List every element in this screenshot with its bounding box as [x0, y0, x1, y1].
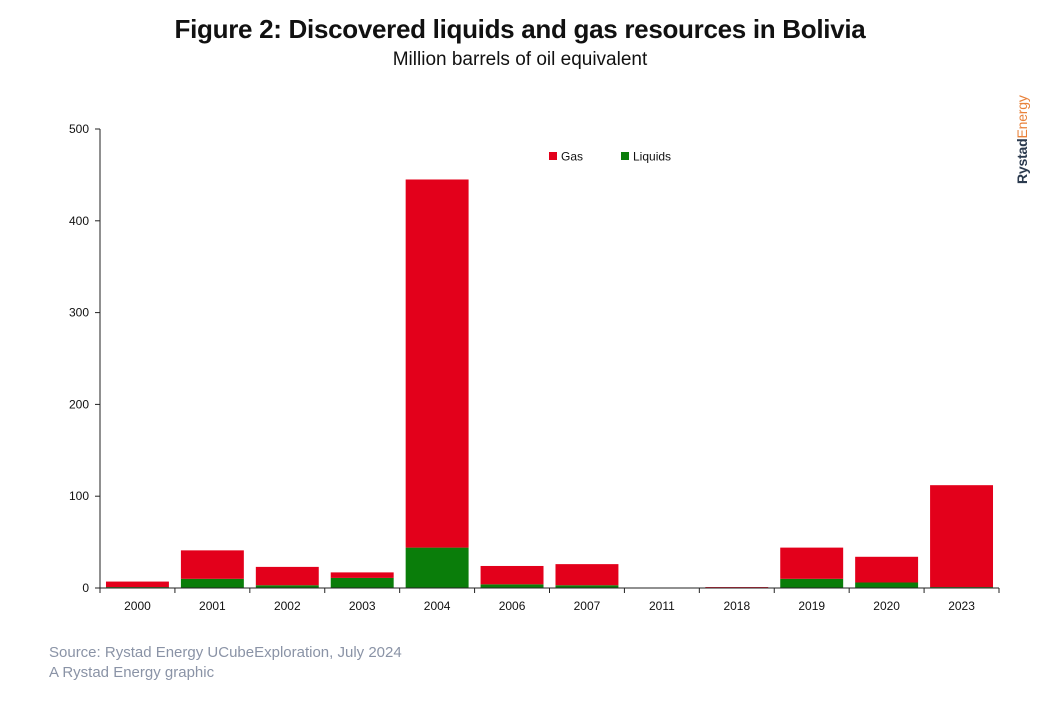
legend-swatch-gas	[549, 152, 557, 160]
x-tick-label-2004: 2004	[424, 599, 451, 613]
bar-liquids-2002	[255, 585, 319, 588]
bar-liquids-2007	[555, 585, 619, 588]
x-tick-label-2001: 2001	[199, 599, 226, 613]
x-tick-label-2006: 2006	[499, 599, 526, 613]
bar-gas-2000	[105, 581, 169, 588]
bar-gas-2023	[930, 485, 994, 588]
bar-gas-2004	[405, 179, 469, 548]
bar-liquids-2019	[780, 578, 844, 588]
bar-gas-2003	[330, 572, 394, 578]
x-tick-label-2018: 2018	[723, 599, 750, 613]
y-tick-label-200: 200	[69, 397, 89, 411]
x-tick-label-2007: 2007	[574, 599, 601, 613]
source-text: Source: Rystad Energy UCubeExploration, …	[49, 644, 402, 661]
x-tick-label-2011: 2011	[649, 599, 675, 613]
chart-subtitle: Million barrels of oil equivalent	[392, 49, 648, 70]
bar-gas-2001	[180, 550, 244, 579]
bar-liquids-2004	[405, 547, 469, 588]
y-tick-label-400: 400	[69, 214, 89, 228]
bar-gas-2006	[480, 565, 544, 585]
legend-label-gas: Gas	[561, 150, 583, 164]
x-tick-label-2023: 2023	[948, 599, 975, 613]
chart-title: Figure 2: Discovered liquids and gas res…	[174, 14, 866, 44]
y-tick-label-100: 100	[69, 489, 89, 503]
bar-gas-2002	[255, 566, 319, 586]
bar-liquids-2020	[855, 582, 919, 588]
x-tick-label-2003: 2003	[349, 599, 376, 613]
x-tick-label-2000: 2000	[124, 599, 151, 613]
bar-gas-2020	[855, 556, 919, 583]
x-tick-label-2020: 2020	[873, 599, 900, 613]
bar-liquids-2003	[330, 577, 394, 588]
legend-swatch-liquids	[621, 152, 629, 160]
credit-text: A Rystad Energy graphic	[49, 664, 215, 681]
bar-gas-2007	[555, 564, 619, 586]
legend-label-liquids: Liquids	[633, 150, 671, 164]
y-tick-label-0: 0	[82, 581, 89, 595]
y-tick-label-300: 300	[69, 306, 89, 320]
source-note: Source: Rystad Energy UCubeExploration, …	[49, 643, 402, 683]
bar-gas-2019	[780, 547, 844, 579]
bar-liquids-2006	[480, 584, 544, 588]
bar-liquids-2001	[180, 578, 244, 588]
y-tick-label-500: 500	[69, 122, 89, 136]
x-tick-label-2002: 2002	[274, 599, 301, 613]
x-tick-label-2019: 2019	[798, 599, 825, 613]
